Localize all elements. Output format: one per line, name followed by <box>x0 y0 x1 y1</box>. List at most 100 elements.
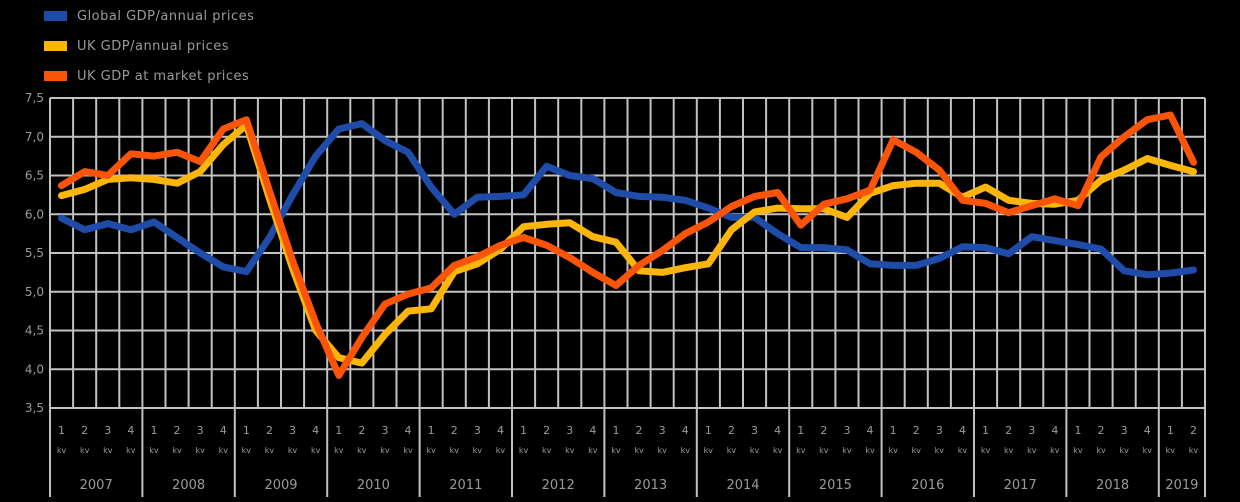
svg-text:1: 1 <box>612 424 619 437</box>
svg-text:5,0: 5,0 <box>25 285 44 299</box>
legend: Global GDP/annual prices UK GDP/annual p… <box>44 1 254 91</box>
svg-text:1: 1 <box>1074 424 1081 437</box>
svg-text:3: 3 <box>936 424 943 437</box>
svg-text:4: 4 <box>959 424 966 437</box>
svg-text:kv: kv <box>704 446 714 455</box>
svg-text:kv: kv <box>126 446 136 455</box>
svg-text:4: 4 <box>497 424 504 437</box>
svg-text:kv: kv <box>1096 446 1106 455</box>
svg-text:kv: kv <box>80 446 90 455</box>
svg-text:3: 3 <box>197 424 204 437</box>
svg-text:kv: kv <box>611 446 621 455</box>
svg-text:kv: kv <box>311 446 321 455</box>
svg-text:4: 4 <box>867 424 874 437</box>
svg-text:2013: 2013 <box>634 478 667 493</box>
svg-text:kv: kv <box>357 446 367 455</box>
series-line <box>58 120 1197 279</box>
svg-text:3: 3 <box>1121 424 1128 437</box>
svg-text:kv: kv <box>819 446 829 455</box>
svg-text:2018: 2018 <box>1096 478 1129 493</box>
svg-text:2: 2 <box>81 424 88 437</box>
svg-text:kv: kv <box>1189 446 1199 455</box>
svg-text:5,5: 5,5 <box>25 246 44 260</box>
svg-text:kv: kv <box>450 446 460 455</box>
svg-text:2: 2 <box>1098 424 1105 437</box>
svg-text:kv: kv <box>403 446 413 455</box>
svg-text:4,5: 4,5 <box>25 324 44 338</box>
svg-text:1: 1 <box>982 424 989 437</box>
svg-text:2012: 2012 <box>542 478 575 493</box>
svg-text:kv: kv <box>1166 446 1176 455</box>
svg-text:2014: 2014 <box>726 478 759 493</box>
legend-item: Global GDP/annual prices <box>44 1 254 31</box>
svg-text:kv: kv <box>473 446 483 455</box>
svg-text:3: 3 <box>1028 424 1035 437</box>
svg-text:2: 2 <box>174 424 181 437</box>
svg-text:1: 1 <box>520 424 527 437</box>
svg-text:2019: 2019 <box>1165 478 1198 493</box>
svg-text:4: 4 <box>220 424 227 437</box>
svg-text:7,0: 7,0 <box>25 130 44 144</box>
svg-text:2009: 2009 <box>264 478 297 493</box>
svg-text:kv: kv <box>219 446 229 455</box>
svg-text:2: 2 <box>543 424 550 437</box>
svg-text:kv: kv <box>796 446 806 455</box>
svg-text:2007: 2007 <box>80 478 113 493</box>
svg-text:3: 3 <box>566 424 573 437</box>
svg-text:kv: kv <box>542 446 552 455</box>
svg-text:kv: kv <box>195 446 205 455</box>
svg-text:kv: kv <box>57 446 67 455</box>
svg-text:4: 4 <box>312 424 319 437</box>
svg-text:4: 4 <box>774 424 781 437</box>
svg-text:kv: kv <box>172 446 182 455</box>
svg-text:3: 3 <box>751 424 758 437</box>
svg-text:3: 3 <box>289 424 296 437</box>
svg-text:2011: 2011 <box>449 478 482 493</box>
svg-text:kv: kv <box>912 446 922 455</box>
svg-text:kv: kv <box>958 446 968 455</box>
series-line <box>58 111 1197 379</box>
svg-text:3: 3 <box>843 424 850 437</box>
svg-text:1: 1 <box>243 424 250 437</box>
legend-swatch-orange-icon <box>44 71 67 81</box>
legend-item: UK GDP/annual prices <box>44 31 254 61</box>
svg-text:1: 1 <box>705 424 712 437</box>
svg-text:7,5: 7,5 <box>25 91 44 105</box>
svg-text:4: 4 <box>589 424 596 437</box>
svg-text:2: 2 <box>266 424 273 437</box>
svg-text:1: 1 <box>428 424 435 437</box>
svg-text:2: 2 <box>820 424 827 437</box>
legend-swatch-blue-icon <box>44 11 67 21</box>
svg-text:2008: 2008 <box>172 478 205 493</box>
svg-text:kv: kv <box>842 446 852 455</box>
svg-text:3,5: 3,5 <box>25 401 44 415</box>
svg-text:kv: kv <box>681 446 691 455</box>
svg-text:kv: kv <box>1027 446 1037 455</box>
svg-text:3: 3 <box>659 424 666 437</box>
svg-text:kv: kv <box>149 446 159 455</box>
svg-text:kv: kv <box>334 446 344 455</box>
svg-text:3: 3 <box>381 424 388 437</box>
svg-text:kv: kv <box>588 446 598 455</box>
svg-text:kv: kv <box>380 446 390 455</box>
svg-text:6,0: 6,0 <box>25 207 44 221</box>
svg-text:kv: kv <box>1004 446 1014 455</box>
svg-text:1: 1 <box>335 424 342 437</box>
legend-label: UK GDP at market prices <box>77 68 250 84</box>
svg-text:1: 1 <box>58 424 65 437</box>
svg-text:2: 2 <box>1005 424 1012 437</box>
svg-text:kv: kv <box>242 446 252 455</box>
svg-text:2: 2 <box>913 424 920 437</box>
svg-text:kv: kv <box>1073 446 1083 455</box>
svg-text:kv: kv <box>981 446 991 455</box>
svg-text:2: 2 <box>636 424 643 437</box>
svg-text:kv: kv <box>519 446 529 455</box>
svg-text:4: 4 <box>405 424 412 437</box>
svg-text:kv: kv <box>773 446 783 455</box>
svg-text:kv: kv <box>750 446 760 455</box>
svg-text:2010: 2010 <box>357 478 390 493</box>
svg-text:3: 3 <box>104 424 111 437</box>
svg-text:1: 1 <box>150 424 157 437</box>
